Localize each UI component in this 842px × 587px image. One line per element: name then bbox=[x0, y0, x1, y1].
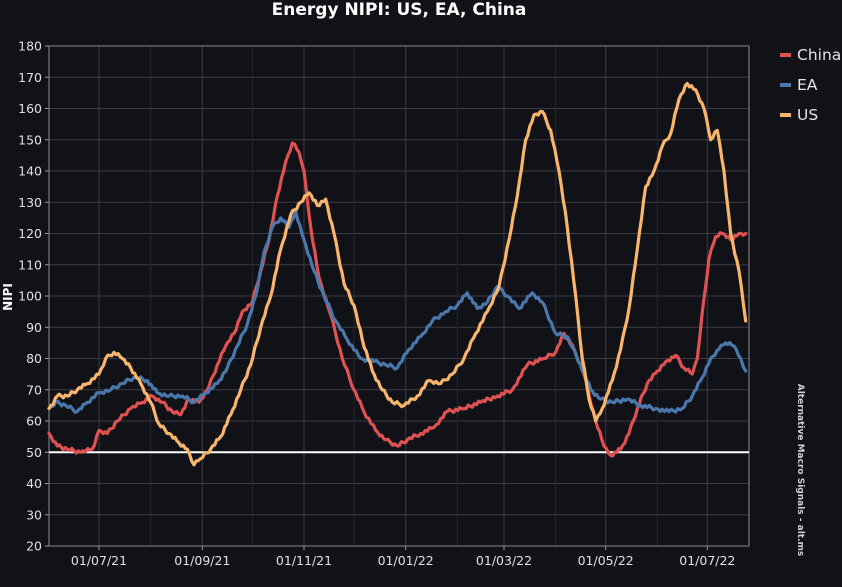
y-tick-label: 40 bbox=[26, 476, 42, 491]
chart-title: Energy NIPI: US, EA, China bbox=[272, 0, 527, 20]
y-tick-label: 30 bbox=[26, 507, 42, 522]
y-tick-label: 50 bbox=[26, 445, 42, 460]
x-tick-label: 01/05/22 bbox=[578, 553, 634, 568]
watermark: Alternative Macro Signals - alt.ms bbox=[795, 384, 805, 557]
series-line-ea bbox=[47, 210, 748, 414]
y-tick-label: 70 bbox=[26, 382, 42, 397]
legend: China EA US bbox=[780, 46, 841, 124]
legend-label-china: China bbox=[797, 46, 841, 64]
axes: 20 30 40 50 60 70 80 90 100 110 120 130 140 150 160 170… bbox=[18, 39, 750, 568]
y-axis-label: NIPI bbox=[1, 283, 15, 311]
x-tick-label: 01/07/21 bbox=[71, 553, 127, 568]
x-tick-label: 01/11/21 bbox=[276, 553, 332, 568]
series-line-china bbox=[47, 141, 748, 458]
legend-label-us: US bbox=[797, 106, 818, 124]
y-tick-label: 160 bbox=[18, 101, 42, 116]
y-tick-label: 110 bbox=[18, 257, 42, 272]
series-line-us bbox=[47, 81, 748, 467]
series-layer bbox=[47, 81, 748, 467]
y-tick-label: 90 bbox=[26, 320, 42, 335]
x-tick-label: 01/03/22 bbox=[476, 553, 532, 568]
y-tick-label: 130 bbox=[18, 195, 42, 210]
y-tick-label: 100 bbox=[18, 289, 42, 304]
plot-frame bbox=[48, 45, 750, 547]
x-tick-label: 01/09/21 bbox=[174, 553, 230, 568]
y-tick-label: 140 bbox=[18, 164, 42, 179]
legend-label-ea: EA bbox=[797, 76, 818, 94]
y-tick-label: 170 bbox=[18, 70, 42, 85]
y-tick-label: 80 bbox=[26, 351, 42, 366]
grid-lines bbox=[49, 45, 749, 547]
y-tick-label: 60 bbox=[26, 414, 42, 429]
y-tick-label: 20 bbox=[26, 539, 42, 554]
y-tick-label: 150 bbox=[18, 132, 42, 147]
x-tick-label: 01/01/22 bbox=[378, 553, 434, 568]
y-tick-label: 180 bbox=[18, 39, 42, 54]
y-tick-label: 120 bbox=[18, 226, 42, 241]
x-tick-label: 01/07/22 bbox=[679, 553, 735, 568]
